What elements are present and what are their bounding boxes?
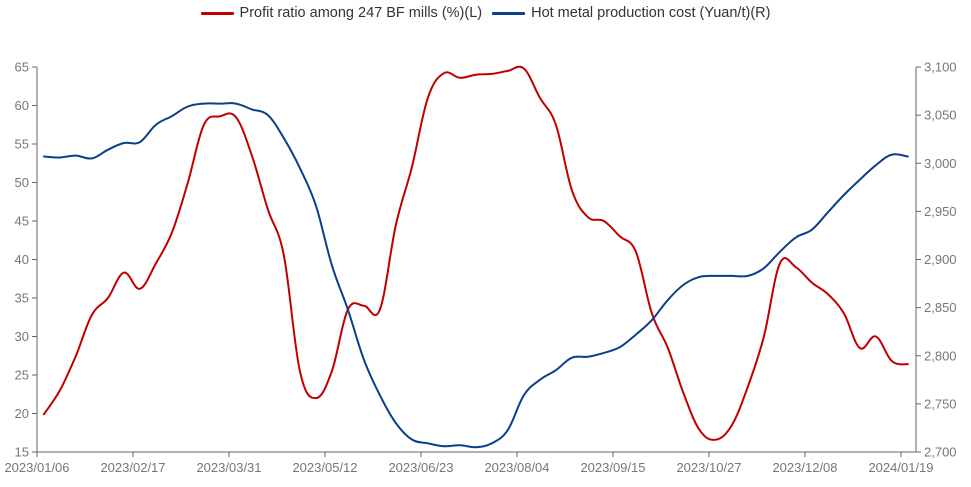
- legend: Profit ratio among 247 BF mills (%)(L) H…: [0, 5, 971, 21]
- left-axis-tick-label: 60: [15, 98, 29, 113]
- legend-label-hot-metal-cost: Hot metal production cost (Yuan/t)(R): [531, 5, 771, 21]
- right-axis-tick-label: 2,800: [924, 348, 957, 363]
- right-axis-tick-label: 3,050: [924, 108, 957, 123]
- right-axis-tick-label: 2,700: [924, 445, 957, 460]
- hot-metal-cost-line: [42, 102, 909, 449]
- x-axis-tick-label: 2023/12/08: [772, 460, 837, 475]
- right-axis-tick-label: 3,000: [924, 156, 957, 171]
- legend-item-profit-ratio[interactable]: Profit ratio among 247 BF mills (%)(L): [200, 5, 483, 21]
- profit-ratio-line: [42, 65, 909, 441]
- hot-metal-cost-points: [44, 104, 908, 448]
- x-axis-tick-label: 2024/01/19: [868, 460, 933, 475]
- left-axis-tick-label: 65: [15, 60, 29, 75]
- legend-swatch-profit-ratio: [200, 11, 234, 15]
- x-axis-tick-label: 2023/01/06: [4, 460, 69, 475]
- x-axis-tick-label: 2023/08/04: [484, 460, 549, 475]
- left-axis-tick-label: 50: [15, 175, 29, 190]
- right-axis-tick-label: 2,900: [924, 252, 957, 267]
- x-axis-tick-label: 2023/09/15: [580, 460, 645, 475]
- right-axis-tick-label: 2,750: [924, 396, 957, 411]
- x-axis-tick-label: 2023/03/31: [196, 460, 261, 475]
- left-axis-tick-label: 25: [15, 368, 29, 383]
- axes: 15 20 25 30 35 40 45 50 55 60 65 2,700 2,750 2,800 2,8…: [4, 60, 956, 476]
- left-axis-tick-label: 35: [15, 291, 29, 306]
- right-axis-tick-label: 3,100: [924, 60, 957, 75]
- legend-item-hot-metal-cost[interactable]: Hot metal production cost (Yuan/t)(R): [492, 5, 770, 21]
- right-axis-tick-label: 2,850: [924, 300, 957, 315]
- left-axis-tick-label: 30: [15, 329, 29, 344]
- left-axis-tick-label: 20: [15, 406, 29, 421]
- right-axis-tick-label: 2,950: [924, 204, 957, 219]
- x-axis-tick-label: 2023/05/12: [292, 460, 357, 475]
- left-axis-tick-label: 40: [15, 252, 29, 267]
- left-axis-tick-label: 15: [15, 445, 29, 460]
- left-axis-tick-label: 45: [15, 214, 29, 229]
- legend-swatch-hot-metal-cost: [492, 11, 526, 15]
- left-axis-tick-label: 55: [15, 137, 29, 152]
- x-axis-tick-label: 2023/10/27: [676, 460, 741, 475]
- series-lines: [42, 65, 909, 449]
- x-axis-tick-label: 2023/02/17: [100, 460, 165, 475]
- x-axis-tick-label: 2023/06/23: [388, 460, 453, 475]
- legend-label-profit-ratio: Profit ratio among 247 BF mills (%)(L): [239, 5, 483, 21]
